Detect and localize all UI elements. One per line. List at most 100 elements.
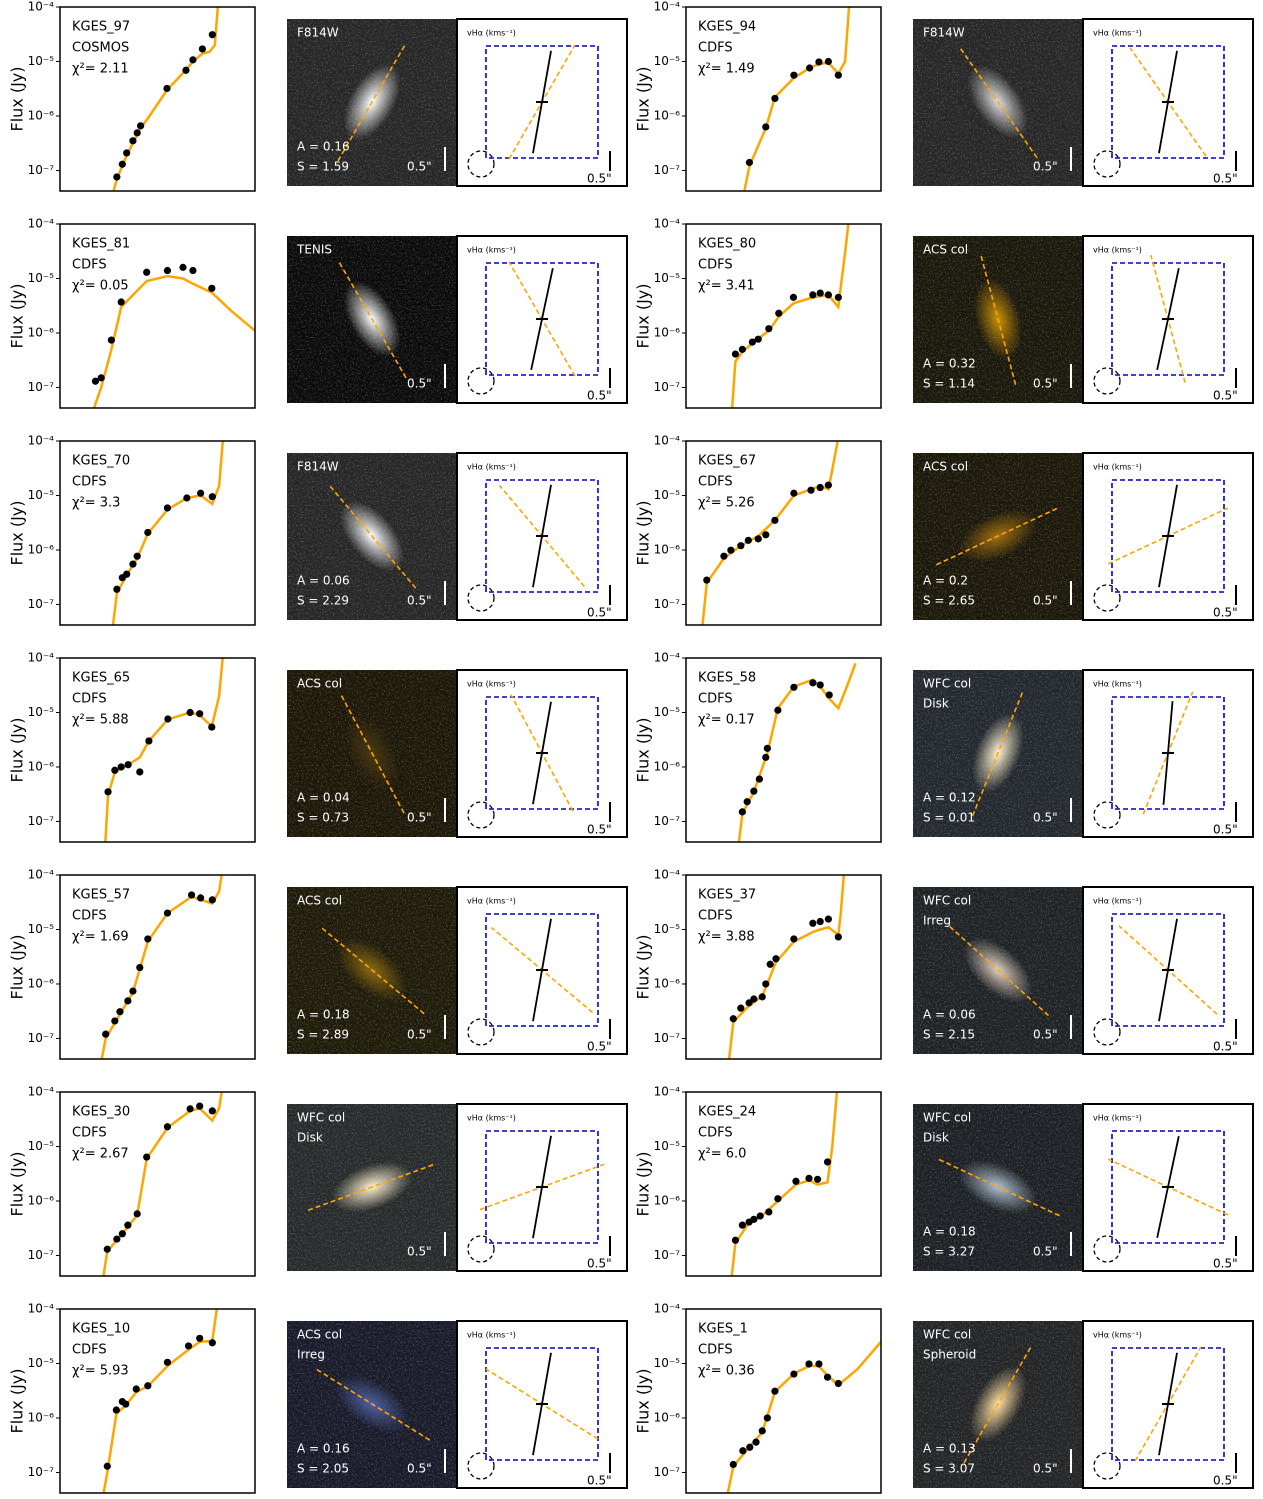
y-axis-label: Flux (Jy) <box>8 66 27 131</box>
image-label: TENIS <box>296 243 332 257</box>
scale-label: 0.5" <box>587 1040 612 1054</box>
y-tick-label: 10⁻⁶ <box>654 976 681 990</box>
model-line <box>737 662 857 842</box>
data-point <box>737 1004 745 1012</box>
y-tick-label: 10⁻⁵ <box>28 54 55 68</box>
data-point <box>123 570 131 578</box>
velocity-label: vHα (kms⁻¹) <box>1093 246 1142 255</box>
scale-label: 0.5" <box>1213 1257 1238 1271</box>
y-tick-label: 10⁻⁷ <box>28 1031 55 1045</box>
data-point <box>118 1230 126 1238</box>
scale-label: 0.5" <box>1213 172 1238 186</box>
y-tick-label: 10⁻⁷ <box>654 1031 681 1045</box>
chi-squared: χ²= 5.26 <box>698 496 755 511</box>
psf <box>467 367 495 395</box>
velocity-label: vHα (kms⁻¹) <box>467 246 516 255</box>
field-name: COSMOS <box>72 41 129 56</box>
galaxy-name: KGES_58 <box>698 671 756 686</box>
image-panel: F814W A = 0.06 S = 2.29 0.5" <box>287 453 457 620</box>
image-panel: WFC col Disk A = 0.18 S = 3.27 0.5" <box>913 1104 1083 1271</box>
y-tick-label: 10⁻⁷ <box>28 597 55 611</box>
data-point <box>807 486 815 494</box>
velocity-label: vHα (kms⁻¹) <box>467 680 516 689</box>
data-point <box>744 536 752 544</box>
psf <box>467 1018 495 1046</box>
asymmetry: A = 0.12 <box>923 791 976 805</box>
data-point <box>117 298 125 306</box>
image-label: Disk <box>297 1131 323 1145</box>
data-point <box>124 761 132 769</box>
data-point <box>790 935 798 943</box>
data-point <box>727 546 735 554</box>
y-axis-label: Flux (Jy) <box>8 283 27 348</box>
data-point <box>129 137 137 145</box>
scale-label: 0.5" <box>407 160 432 174</box>
y-axis-label: Flux (Jy) <box>8 1151 27 1216</box>
scale-label: 0.5" <box>1033 1245 1058 1259</box>
data-point <box>754 535 762 543</box>
data-point <box>762 980 770 988</box>
smoothness: S = 2.89 <box>297 1028 349 1042</box>
asymmetry: A = 0.16 <box>297 1442 350 1456</box>
data-point <box>766 960 774 968</box>
field-of-view <box>1111 45 1225 159</box>
axes-frame <box>59 223 256 409</box>
y-tick-label: 10⁻⁷ <box>28 1465 55 1479</box>
y-tick-label: 10⁻⁴ <box>654 1302 681 1316</box>
y-tick-label: 10⁻⁵ <box>28 922 55 936</box>
data-point <box>143 268 151 276</box>
scale-label: 0.5" <box>1033 594 1058 608</box>
galaxy-name: KGES_24 <box>698 1105 756 1120</box>
image-label: WFC col <box>923 1328 971 1342</box>
data-point <box>183 494 191 502</box>
data-point <box>91 377 100 385</box>
data-point <box>816 917 824 926</box>
morph-axis <box>946 923 1050 1017</box>
data-point <box>208 284 216 292</box>
image-label: WFC col <box>923 1111 971 1125</box>
field-name: CDFS <box>698 1343 733 1358</box>
model-line <box>104 658 224 842</box>
field-name: CDFS <box>698 41 733 56</box>
asymmetry: A = 0.18 <box>923 1225 976 1239</box>
data-point <box>743 798 751 806</box>
data-point <box>813 1175 822 1183</box>
y-axis-label: Flux (Jy) <box>634 66 653 131</box>
image-panel: ACS col A = 0.32 S = 1.14 0.5" <box>913 236 1083 403</box>
data-point <box>124 997 132 1005</box>
smoothness: S = 2.29 <box>297 594 349 608</box>
data-point <box>737 542 745 550</box>
galaxy-name: KGES_1 <box>698 1322 748 1337</box>
chi-squared: χ²= 1.49 <box>698 62 755 77</box>
data-point <box>805 1360 813 1368</box>
axes-frame <box>685 440 882 626</box>
data-point <box>762 753 770 761</box>
scale-label: 0.5" <box>1213 823 1238 837</box>
data-point <box>750 1215 758 1223</box>
image-label: Disk <box>923 1131 949 1145</box>
smoothness: S = 3.07 <box>923 1462 975 1476</box>
data-point <box>765 1208 773 1216</box>
data-point <box>123 149 131 157</box>
scale-label: 0.5" <box>1033 1462 1058 1476</box>
image-label: WFC col <box>297 1111 345 1125</box>
asymmetry: A = 0.18 <box>297 1008 350 1022</box>
data-point <box>189 56 197 64</box>
data-point <box>790 489 798 497</box>
data-point <box>748 338 756 346</box>
data-point <box>133 552 141 560</box>
axes-frame <box>59 6 256 192</box>
y-tick-label: 10⁻⁵ <box>654 705 681 719</box>
data-point <box>809 919 817 927</box>
velocity-panel: vHα (kms⁻¹) 0.5" <box>1082 886 1254 1055</box>
asymmetry: A = 0.2 <box>923 574 968 588</box>
morph-axis <box>958 45 1038 159</box>
y-axis-label: Flux (Jy) <box>634 283 653 348</box>
data-point <box>823 1373 832 1381</box>
field-of-view <box>485 262 599 376</box>
chi-squared: χ²= 0.05 <box>72 279 129 294</box>
data-point <box>179 263 187 271</box>
y-axis-label: Flux (Jy) <box>634 1151 653 1216</box>
y-tick-label: 10⁻⁵ <box>28 705 55 719</box>
psf <box>1093 1235 1121 1263</box>
